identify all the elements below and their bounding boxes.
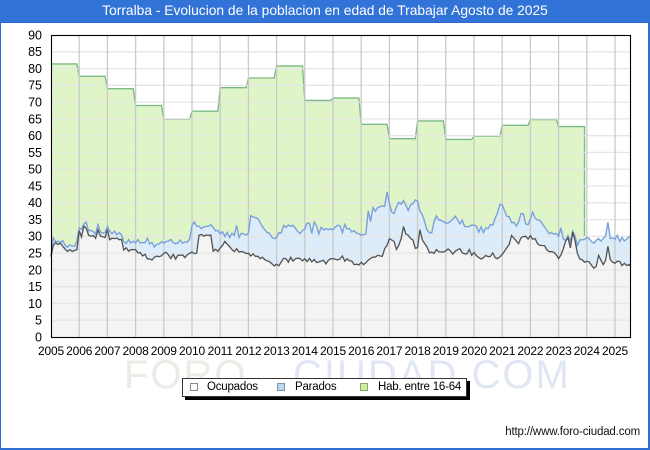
svg-text:35: 35 xyxy=(28,213,42,227)
svg-text:2023: 2023 xyxy=(546,344,573,358)
svg-text:2022: 2022 xyxy=(517,344,544,358)
svg-text:65: 65 xyxy=(28,112,42,126)
svg-text:2008: 2008 xyxy=(123,344,150,358)
svg-text:30: 30 xyxy=(28,230,42,244)
svg-text:2007: 2007 xyxy=(94,344,121,358)
svg-text:2021: 2021 xyxy=(489,344,516,358)
svg-text:80: 80 xyxy=(28,62,42,76)
svg-text:2020: 2020 xyxy=(461,344,488,358)
svg-text:2011: 2011 xyxy=(208,344,234,358)
svg-text:2013: 2013 xyxy=(264,344,291,358)
svg-text:2025: 2025 xyxy=(602,344,629,358)
svg-text:2014: 2014 xyxy=(292,344,319,358)
svg-text:55: 55 xyxy=(28,146,42,160)
svg-text:2024: 2024 xyxy=(574,344,601,358)
svg-text:20: 20 xyxy=(28,263,42,277)
svg-text:2006: 2006 xyxy=(66,344,93,358)
svg-text:85: 85 xyxy=(28,45,42,59)
svg-text:2019: 2019 xyxy=(433,344,460,358)
svg-text:2017: 2017 xyxy=(376,344,403,358)
svg-text:45: 45 xyxy=(28,179,42,193)
svg-text:40: 40 xyxy=(28,196,42,210)
svg-text:60: 60 xyxy=(28,129,42,143)
svg-text:15: 15 xyxy=(28,280,42,294)
svg-text:2018: 2018 xyxy=(405,344,432,358)
svg-text:2009: 2009 xyxy=(151,344,178,358)
svg-text:2010: 2010 xyxy=(179,344,206,358)
svg-text:90: 90 xyxy=(28,28,42,42)
svg-text:2012: 2012 xyxy=(235,344,262,358)
svg-text:2016: 2016 xyxy=(348,344,375,358)
svg-text:70: 70 xyxy=(28,96,42,110)
svg-text:25: 25 xyxy=(28,247,42,261)
svg-text:10: 10 xyxy=(28,297,42,311)
svg-text:75: 75 xyxy=(28,79,42,93)
svg-text:2005: 2005 xyxy=(38,344,65,358)
svg-text:50: 50 xyxy=(28,163,42,177)
svg-text:5: 5 xyxy=(35,314,42,328)
svg-text:2015: 2015 xyxy=(320,344,347,358)
svg-text:0: 0 xyxy=(35,330,42,344)
